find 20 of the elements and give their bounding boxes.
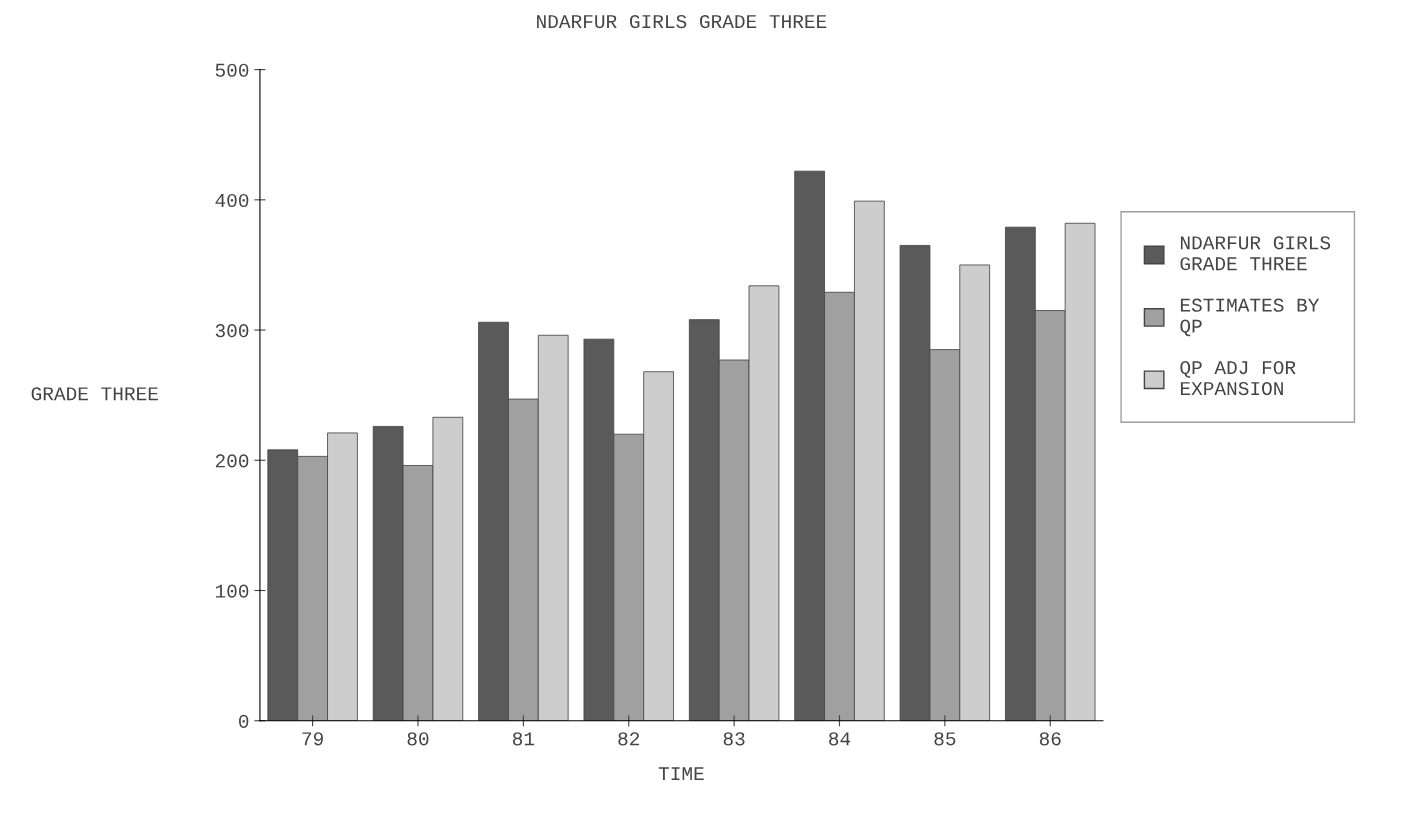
x-tick-label: 85 — [934, 732, 956, 746]
y-tick-label: 500 — [215, 63, 249, 77]
x-tick-label: 83 — [723, 732, 745, 746]
x-tick-label: 82 — [618, 732, 640, 746]
y-tick-label: 400 — [215, 193, 249, 208]
y-tick-label: 0 — [239, 714, 249, 728]
x-tick-label: 81 — [512, 732, 535, 746]
y-tick-label: 300 — [215, 324, 249, 338]
y-tick-label: 100 — [215, 584, 249, 598]
y-axis-title: GRADE THREE — [31, 387, 158, 401]
x-tick-label: 84 — [829, 732, 851, 746]
chart-title: NDARFUR GIRLS GRADE THREE — [537, 14, 827, 29]
x-axis-title: TIME — [658, 767, 704, 781]
legend-label: NDARFUR GIRLS GRADE THREE — [1180, 236, 1331, 271]
y-tick-label: 200 — [215, 454, 249, 468]
x-tick-label: 79 — [302, 732, 323, 746]
legend-label: QP ADJ FOR EXPANSION — [1180, 360, 1296, 396]
x-tick-label: 80 — [407, 732, 429, 746]
legend-label: ESTIMATES BY QP — [1180, 298, 1320, 337]
x-tick-label: 86 — [1039, 732, 1061, 746]
